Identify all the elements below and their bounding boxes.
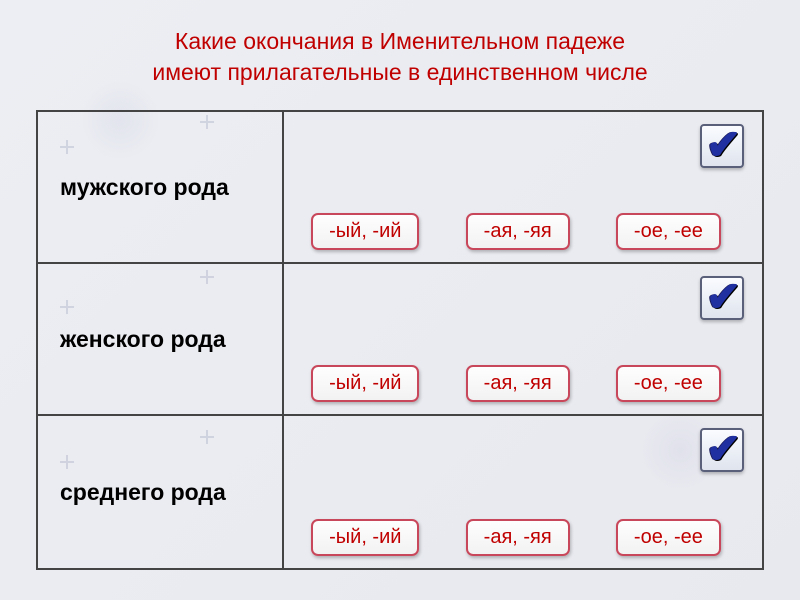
option-button[interactable]: -ое, -ее [616,213,721,250]
option-button[interactable]: -ая, -яя [466,365,570,402]
option-button[interactable]: -ая, -яя [466,519,570,556]
option-button[interactable]: -ое, -ее [616,519,721,556]
grammar-table: мужского рода ✔ -ый, -ий -ая, -яя -ое, -… [36,110,764,570]
gender-label: среднего рода [38,416,284,568]
option-button[interactable]: -ый, -ий [311,519,419,556]
options-group: -ый, -ий -ая, -яя -ое, -ее [284,519,762,556]
options-cell: ✔ -ый, -ий -ая, -яя -ое, -ее [284,264,762,414]
option-button[interactable]: -ая, -яя [466,213,570,250]
checkbox-icon[interactable]: ✔ [700,428,744,472]
checkbox-icon[interactable]: ✔ [700,276,744,320]
options-group: -ый, -ий -ая, -яя -ое, -ее [284,365,762,402]
options-cell: ✔ -ый, -ий -ая, -яя -ое, -ее [284,112,762,262]
checkbox-icon[interactable]: ✔ [700,124,744,168]
page-title: Какие окончания в Именительном падеже им… [0,0,800,102]
title-line-1: Какие окончания в Именительном падеже [0,26,800,57]
option-button[interactable]: -ый, -ий [311,213,419,250]
option-button[interactable]: -ое, -ее [616,365,721,402]
options-cell: ✔ -ый, -ий -ая, -яя -ое, -ее [284,416,762,568]
table-row: среднего рода ✔ -ый, -ий -ая, -яя -ое, -… [38,416,762,568]
options-group: -ый, -ий -ая, -яя -ое, -ее [284,213,762,250]
table-row: мужского рода ✔ -ый, -ий -ая, -яя -ое, -… [38,112,762,264]
option-button[interactable]: -ый, -ий [311,365,419,402]
gender-label: женского рода [38,264,284,414]
title-line-2: имеют прилагательные в единственном числ… [0,57,800,88]
gender-label: мужского рода [38,112,284,262]
table-row: женского рода ✔ -ый, -ий -ая, -яя -ое, -… [38,264,762,416]
